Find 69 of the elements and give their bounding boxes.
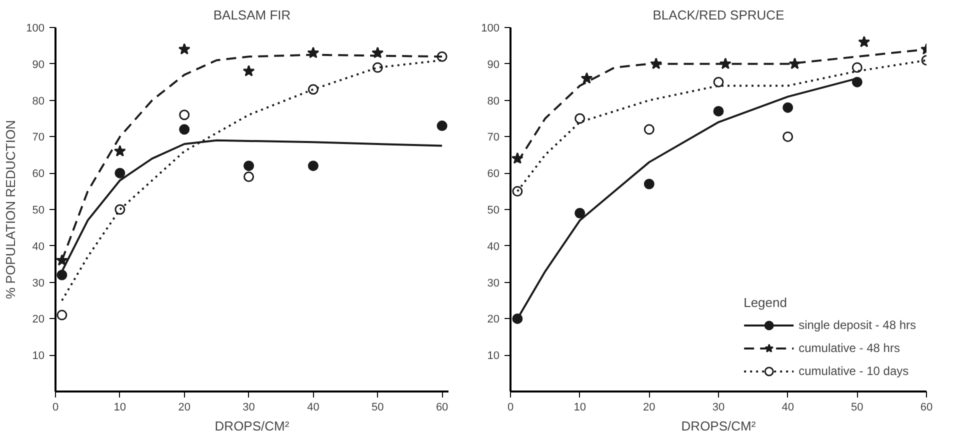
y-tick-label: 90 [32, 58, 45, 71]
point [436, 120, 448, 132]
point [782, 102, 794, 113]
point [179, 110, 190, 120]
chart-title: BLACK/RED SPRUCE [652, 8, 785, 22]
y-tick-label: 50 [32, 204, 45, 216]
point [56, 310, 68, 320]
x-tick-label: 10 [574, 402, 586, 414]
y-tick-label: 10 [487, 350, 500, 362]
y-tick-label: 60 [487, 168, 500, 180]
point [644, 178, 654, 190]
legend-title: Legend [744, 295, 788, 310]
y-tick-label: 70 [32, 132, 45, 144]
y-tick-label: 50 [487, 204, 500, 216]
y-tick-label: 100 [481, 22, 500, 34]
point [308, 84, 318, 95]
x-axis-title: DROPS/CM² [681, 418, 756, 434]
point [308, 160, 318, 172]
y-tick-label: 20 [487, 314, 500, 326]
point [178, 43, 190, 55]
y-axis-title: % POPULATION REDUCTION [3, 120, 18, 299]
y-tick-label: 100 [26, 22, 45, 34]
point [852, 62, 862, 73]
y-tick-label: 40 [487, 240, 500, 253]
point [713, 106, 724, 116]
y-tick-label: 30 [487, 277, 500, 290]
point [644, 124, 654, 135]
point [244, 172, 254, 182]
x-tick-label: 20 [178, 402, 190, 414]
point [114, 204, 126, 215]
x-tick-label: 60 [436, 402, 448, 414]
y-tick-label: 80 [487, 95, 500, 108]
y-tick-label: 60 [32, 168, 45, 180]
point [512, 186, 523, 197]
point [244, 160, 254, 172]
point [114, 168, 126, 178]
chart-title: BALSAM FIR [213, 8, 291, 22]
point [580, 72, 593, 84]
x-tick-label: 10 [114, 402, 126, 414]
y-tick-label: 90 [487, 58, 500, 71]
y-tick-label: 70 [487, 132, 500, 144]
point [179, 124, 190, 135]
point [782, 131, 794, 142]
x-tick-label: 40 [782, 402, 794, 414]
point [114, 145, 126, 156]
y-tick-label: 40 [32, 240, 45, 253]
x-tick-label: 30 [712, 402, 725, 414]
x-tick-label: 0 [52, 402, 59, 414]
x-tick-label: 40 [307, 402, 320, 414]
y-tick-label: 10 [32, 350, 45, 362]
x-tick-label: 50 [372, 402, 384, 414]
x-axis-title: DROPS/CM² [214, 418, 290, 434]
legend-label: cumulative - 48 hrs [798, 341, 900, 355]
point [574, 113, 586, 124]
point [242, 64, 255, 76]
x-tick-label: 20 [643, 402, 656, 414]
y-tick-label: 80 [32, 95, 45, 108]
point [574, 208, 586, 218]
x-tick-label: 30 [242, 402, 255, 414]
y-tick-label: 30 [32, 277, 45, 290]
x-tick-label: 60 [920, 402, 933, 414]
y-tick-label: 20 [32, 314, 45, 326]
x-tick-label: 50 [851, 402, 864, 414]
legend-label: single deposit - 48 hrs [798, 318, 916, 332]
legend-label: cumulative - 10 days [798, 364, 909, 378]
point [713, 76, 724, 88]
point [56, 270, 68, 280]
point [858, 36, 870, 48]
x-tick-label: 0 [507, 402, 514, 414]
